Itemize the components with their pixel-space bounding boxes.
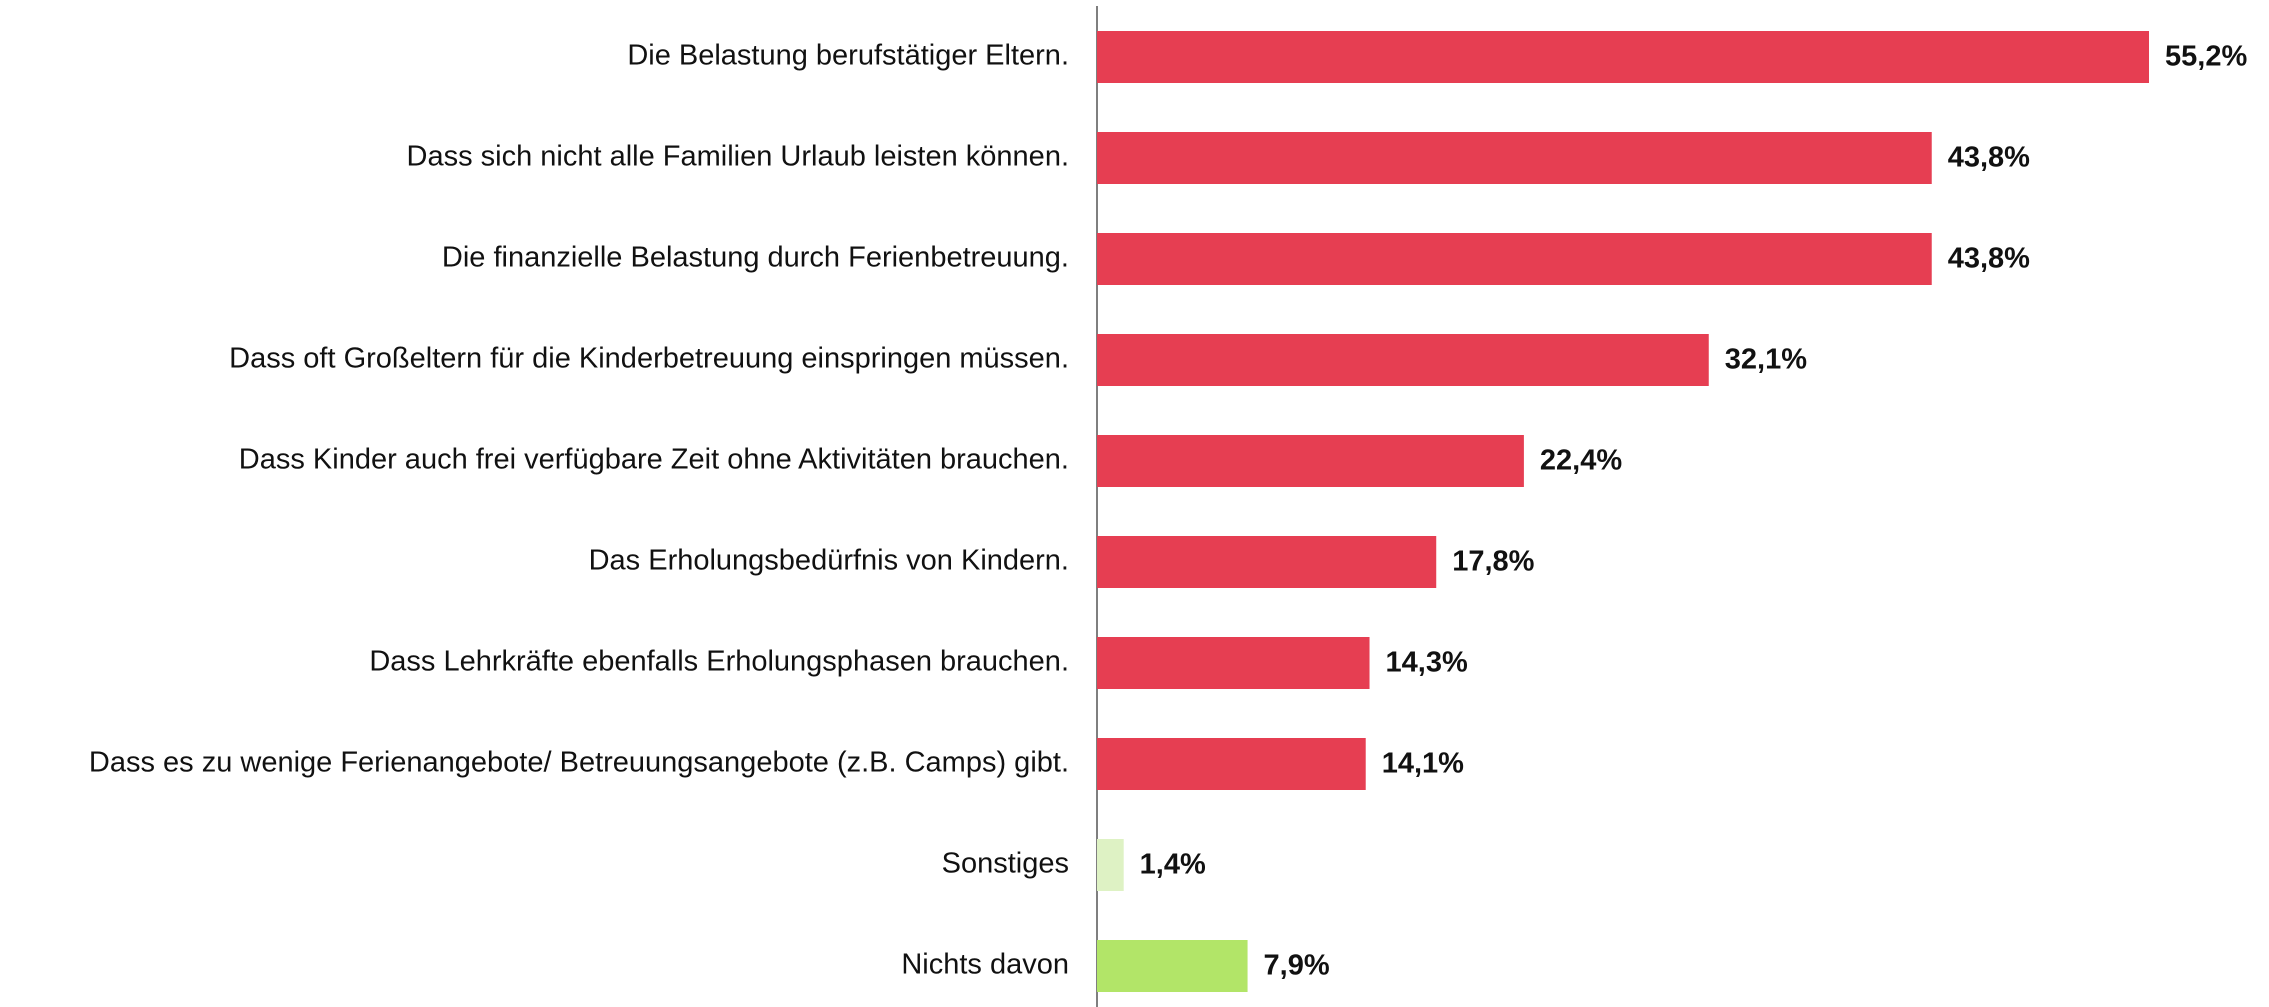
value-label: 14,1% bbox=[1382, 748, 1464, 780]
bar bbox=[1097, 31, 2149, 83]
value-label: 43,8% bbox=[1948, 142, 2030, 174]
bar bbox=[1097, 738, 1366, 790]
category-label: Dass Lehrkräfte ebenfalls Erholungsphase… bbox=[369, 646, 1069, 678]
bar bbox=[1097, 334, 1709, 386]
category-label: Dass Kinder auch frei verfügbare Zeit oh… bbox=[239, 444, 1069, 476]
category-label: Die Belastung berufstätiger Eltern. bbox=[627, 40, 1069, 72]
bar bbox=[1097, 536, 1437, 588]
category-label: Dass oft Großeltern für die Kinderbetreu… bbox=[229, 343, 1069, 375]
bar bbox=[1097, 940, 1248, 992]
value-label: 22,4% bbox=[1540, 445, 1622, 477]
value-label: 43,8% bbox=[1948, 243, 2030, 275]
bar bbox=[1097, 839, 1124, 891]
category-label: Nichts davon bbox=[901, 949, 1069, 981]
value-label: 55,2% bbox=[2165, 41, 2247, 73]
bar bbox=[1097, 233, 1932, 285]
value-label: 14,3% bbox=[1386, 647, 1468, 679]
value-label: 17,8% bbox=[1452, 546, 1534, 578]
bar bbox=[1097, 637, 1370, 689]
category-label: Sonstiges bbox=[942, 848, 1069, 880]
category-label: Dass sich nicht alle Familien Urlaub lei… bbox=[407, 141, 1069, 173]
value-label: 7,9% bbox=[1264, 950, 1330, 982]
category-label: Die finanzielle Belastung durch Ferienbe… bbox=[442, 242, 1069, 274]
value-label: 32,1% bbox=[1725, 344, 1807, 376]
category-label: Das Erholungsbedürfnis von Kindern. bbox=[589, 545, 1069, 577]
bar bbox=[1097, 132, 1932, 184]
value-label: 1,4% bbox=[1140, 849, 1206, 881]
category-label: Dass es zu wenige Ferienangebote/ Betreu… bbox=[89, 747, 1069, 779]
bar bbox=[1097, 435, 1524, 487]
